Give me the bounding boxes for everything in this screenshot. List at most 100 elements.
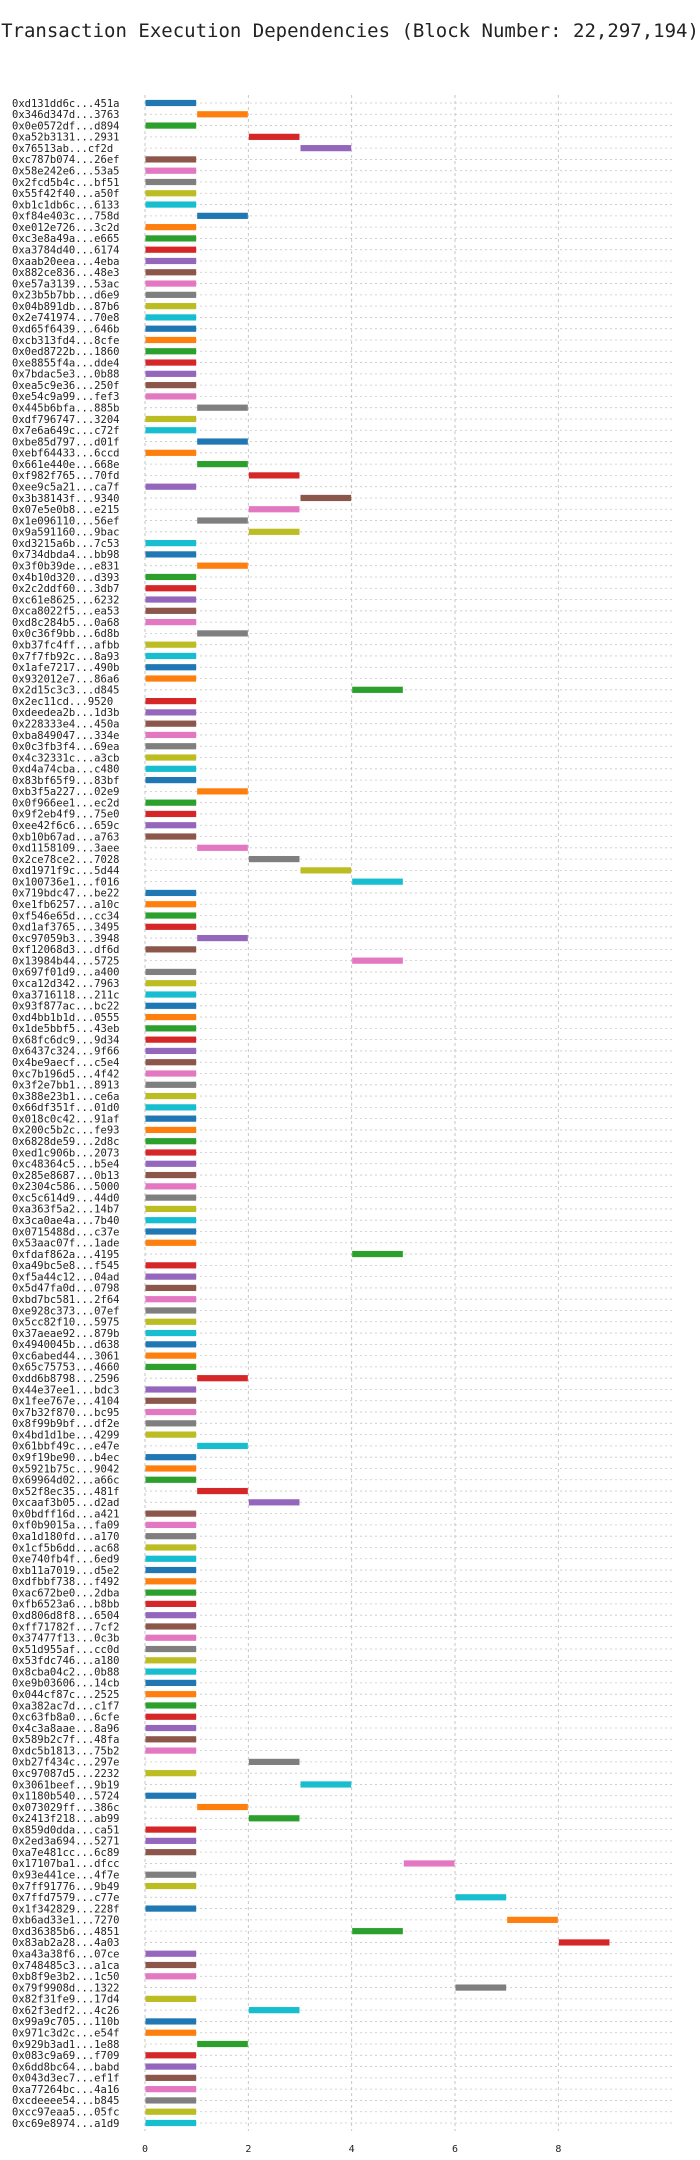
- task-label: 0x61bbf49c...e47e: [12, 1441, 119, 1453]
- task-bar: [145, 889, 197, 897]
- task-label: 0x100736e1...f016: [12, 876, 119, 888]
- task-bar: [145, 1408, 197, 1416]
- task-label: 0x2e741974...70e8: [12, 312, 119, 324]
- task-label: 0xe9b03606...14cb: [12, 1678, 119, 1690]
- task-label: 0xc787b074...26ef: [12, 154, 119, 166]
- task-label: 0xea5c9e36...250f: [12, 380, 119, 392]
- task-label: 0x9a591160...9bac: [12, 527, 119, 539]
- task-label: 0x018c0c42...91af: [12, 1113, 119, 1125]
- task-label: 0xc61e8625...6232: [12, 594, 119, 606]
- task-bar: [248, 1815, 300, 1822]
- task-bar: [145, 1138, 197, 1145]
- task-label: 0x93f877ac...bc22: [12, 1001, 119, 1013]
- task-bar: [145, 1645, 197, 1653]
- task-bar: [145, 1126, 197, 1134]
- task-bar: [352, 1250, 403, 1258]
- task-label: 0x1fee767e...4104: [12, 1396, 119, 1408]
- task-label: 0xd4a74cba...c480: [12, 764, 119, 776]
- task-bar: [145, 303, 197, 310]
- task-label: 0x1cf5b6dd...ac68: [12, 1542, 119, 1554]
- task-label: 0x13984b44...5725: [12, 955, 119, 967]
- task-bar: [145, 1612, 197, 1619]
- task-bar: [145, 731, 197, 739]
- task-label: 0xd1158109...3aee: [12, 843, 119, 855]
- task-label: 0x200c5b2c...fe93: [12, 1125, 119, 1137]
- task-bar: [145, 427, 197, 434]
- task-bar: [145, 1205, 197, 1213]
- task-label: 0xb10b67ad...a763: [12, 831, 119, 843]
- task-label: 0x23b5b7bb...d6e9: [12, 290, 119, 302]
- task-label: 0x1f342829...228f: [12, 1903, 119, 1915]
- task-label: 0x7bdac5e3...0b88: [12, 369, 119, 381]
- task-label: 0xe740fb4f...6ed9: [12, 1554, 119, 1566]
- task-label: 0xe928c373...07ef: [12, 1305, 119, 1317]
- task-label: 0xcdeeee54...b845: [12, 2095, 119, 2107]
- task-bar: [145, 799, 197, 806]
- task-label: 0xd4bb1b1d...0555: [12, 1012, 119, 1024]
- task-bar: [145, 1521, 197, 1529]
- task-label: 0xd8c284b5...0a68: [12, 617, 119, 629]
- task-bar: [145, 246, 197, 253]
- task-bar: [197, 111, 248, 118]
- task-bar: [145, 1566, 197, 1574]
- task-label: 0x7b32f870...bc95: [12, 1407, 119, 1419]
- task-label: 0x7ffd7579...c77e: [12, 1892, 119, 1904]
- task-label: 0xe1fb6257...a10c: [12, 899, 119, 911]
- task-bar: [145, 980, 197, 987]
- task-bar: [145, 596, 197, 603]
- task-bar: [145, 923, 197, 930]
- task-label: 0xca12d342...7963: [12, 978, 119, 990]
- task-label: 0x4c3a8aae...8a96: [12, 1723, 119, 1735]
- task-bar: [145, 1013, 197, 1021]
- task-bar: [145, 201, 197, 208]
- x-tick-label: 2: [245, 2144, 251, 2155]
- task-bar: [145, 1171, 197, 1179]
- task-bar: [197, 788, 248, 795]
- task-label: 0x4be9aecf...c5e4: [12, 1057, 119, 1069]
- task-bar: [145, 1871, 197, 1878]
- task-bar: [145, 1792, 197, 1799]
- task-label: 0x76513ab...cf2d: [12, 143, 113, 155]
- task-bar: [145, 1386, 197, 1393]
- task-bar: [145, 382, 197, 389]
- task-label: 0xc97059b3...3948: [12, 933, 119, 945]
- task-label: 0xee9c5a21...ca7f: [12, 481, 119, 493]
- task-label: 0xfb6523a6...b8bb: [12, 1599, 119, 1611]
- task-label: 0xc69e8974...a1d9: [12, 2118, 119, 2130]
- task-bar: [145, 291, 197, 298]
- task-bar: [145, 122, 197, 129]
- task-bar: [145, 1510, 197, 1517]
- task-bar: [145, 540, 197, 547]
- task-label: 0xdd6b8798...2596: [12, 1373, 119, 1385]
- task-label: 0x388e23b1...ce6a: [12, 1091, 119, 1103]
- task-label: 0xf5a44c12...04ad: [12, 1271, 119, 1283]
- task-bar: [145, 1770, 197, 1777]
- task-bar: [145, 2097, 197, 2104]
- task-label: 0xd1af3765...3495: [12, 922, 119, 934]
- task-bar: [145, 1284, 197, 1292]
- task-label: 0xdeedea2b...1d3b: [12, 707, 119, 719]
- task-label: 0x66df351f...01d0: [12, 1102, 119, 1114]
- task-label: 0x589b2c7f...48fa: [12, 1734, 119, 1746]
- task-bar: [145, 336, 197, 344]
- task-bar: [145, 1059, 197, 1066]
- task-bar: [145, 551, 197, 558]
- x-tick-label: 6: [452, 2144, 458, 2155]
- task-label: 0x661e440e...668e: [12, 459, 119, 471]
- task-bar: [145, 1115, 197, 1122]
- task-bar: [197, 934, 248, 942]
- task-bar: [145, 359, 197, 366]
- task-label: 0x1afe7217...490b: [12, 662, 119, 674]
- task-label: 0xb11a7019...d5e2: [12, 1565, 119, 1577]
- task-label: 0x2413f218...ab99: [12, 1813, 119, 1825]
- task-bar: [145, 1713, 197, 1720]
- task-label: 0x8cba04c2...0b88: [12, 1666, 119, 1678]
- task-label: 0x2c2ddf60...3db7: [12, 583, 119, 595]
- task-label: 0x7e6a649c...c72f: [12, 425, 119, 437]
- task-bar: [197, 1487, 248, 1495]
- task-bar: [248, 472, 300, 479]
- task-bar: [145, 1544, 197, 1551]
- task-label: 0x68fc6dc9...9d34: [12, 1034, 119, 1046]
- task-label: 0x3b38143f...9340: [12, 493, 119, 505]
- task-label: 0x697f01d9...a400: [12, 967, 119, 979]
